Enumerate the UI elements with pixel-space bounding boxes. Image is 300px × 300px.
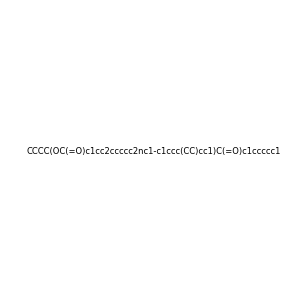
Text: CCCC(OC(=O)c1cc2ccccc2nc1-c1ccc(CC)cc1)C(=O)c1ccccc1: CCCC(OC(=O)c1cc2ccccc2nc1-c1ccc(CC)cc1)C… xyxy=(27,147,281,156)
